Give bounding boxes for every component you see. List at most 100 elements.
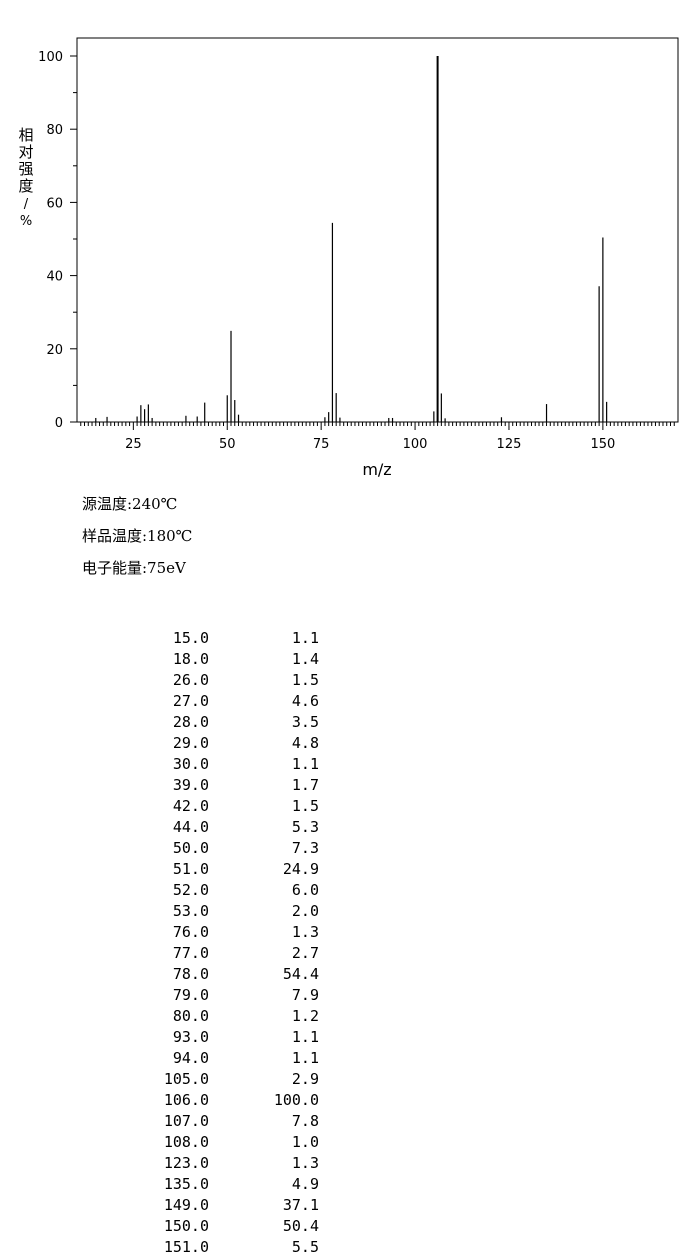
intensity-cell: 100.0 <box>273 1091 319 1109</box>
x-tick-label: 50 <box>219 437 236 452</box>
table-row: 44.0 5.3 <box>140 817 319 838</box>
table-row: 53.0 2.0 <box>140 901 319 922</box>
table-row: 26.0 1.5 <box>140 670 319 691</box>
table-row: 28.0 3.5 <box>140 712 319 733</box>
intensity-cell: 1.1 <box>291 1028 319 1046</box>
intensity-cell: 1.2 <box>291 1007 319 1025</box>
intensity-cell: 1.1 <box>291 1049 319 1067</box>
intensity-cell: 5.3 <box>291 818 319 836</box>
table-row: 78.0 54.4 <box>140 964 319 985</box>
intensity-cell: 4.8 <box>291 734 319 752</box>
intensity-cell: 4.6 <box>291 692 319 710</box>
intensity-cell: 3.5 <box>291 713 319 731</box>
mz-cell: 50.0 <box>172 839 209 857</box>
y-tick-label: 100 <box>38 50 63 65</box>
mz-cell: 149.0 <box>163 1196 209 1214</box>
intensity-cell: 1.4 <box>291 650 319 668</box>
table-row: 94.0 1.1 <box>140 1048 319 1069</box>
mz-cell: 15.0 <box>172 629 209 647</box>
x-tick-label: 75 <box>313 437 330 452</box>
table-row: 52.0 6.0 <box>140 880 319 901</box>
table-row: 42.0 1.5 <box>140 796 319 817</box>
peak-list-table: 15.0 1.1 18.0 1.4 26.0 1.5 27.0 4.6 28.0 3.5 29.0 4… <box>140 628 319 1258</box>
mz-cell: 77.0 <box>172 944 209 962</box>
table-row: 76.0 1.3 <box>140 922 319 943</box>
sample-temperature: 样品温度:180℃ <box>82 527 193 545</box>
table-row: 29.0 4.8 <box>140 733 319 754</box>
mz-cell: 78.0 <box>172 965 209 983</box>
intensity-cell: 37.1 <box>282 1196 319 1214</box>
table-row: 135.0 4.9 <box>140 1174 319 1195</box>
x-axis: 25 50 75 100 125 150 <box>80 422 675 452</box>
intensity-cell: 6.0 <box>291 881 319 899</box>
mz-cell: 30.0 <box>172 755 209 773</box>
intensity-cell: 1.1 <box>291 629 319 647</box>
electron-energy: 电子能量:75eV <box>82 559 186 577</box>
table-row: 106.0 100.0 <box>140 1090 319 1111</box>
intensity-cell: 50.4 <box>282 1217 319 1235</box>
y-tick-label: 40 <box>46 270 63 285</box>
mz-cell: 135.0 <box>163 1175 209 1193</box>
table-row: 30.0 1.1 <box>140 754 319 775</box>
x-tick-label: 125 <box>497 437 522 452</box>
table-row: 51.0 24.9 <box>140 859 319 880</box>
intensity-cell: 2.9 <box>291 1070 319 1088</box>
intensity-cell: 1.5 <box>291 797 319 815</box>
mz-cell: 39.0 <box>172 776 209 794</box>
table-row: 123.0 1.3 <box>140 1153 319 1174</box>
peak-bars <box>95 56 608 422</box>
y-tick-label: 20 <box>46 343 63 358</box>
mz-cell: 76.0 <box>172 923 209 941</box>
x-tick-label: 100 <box>403 437 428 452</box>
mz-cell: 105.0 <box>163 1070 209 1088</box>
y-axis-label: 相对强度/% <box>18 126 33 229</box>
table-row: 150.0 50.4 <box>140 1216 319 1237</box>
table-row: 149.0 37.1 <box>140 1195 319 1216</box>
x-tick-label: 25 <box>125 437 142 452</box>
mass-spectrum-chart: 0 20 40 60 80 100 25 50 75 100 125 150 m/z 相对强度/% <box>18 37 679 479</box>
intensity-cell: 1.0 <box>291 1133 319 1151</box>
mz-cell: 80.0 <box>172 1007 209 1025</box>
mz-cell: 29.0 <box>172 734 209 752</box>
plot-frame <box>76 37 679 423</box>
intensity-cell: 7.8 <box>291 1112 319 1130</box>
mz-cell: 107.0 <box>163 1112 209 1130</box>
x-tick-label: 150 <box>590 437 615 452</box>
mz-cell: 18.0 <box>172 650 209 668</box>
table-row: 93.0 1.1 <box>140 1027 319 1048</box>
y-tick-label: 60 <box>46 196 63 211</box>
table-row: 80.0 1.2 <box>140 1006 319 1027</box>
intensity-cell: 4.9 <box>291 1175 319 1193</box>
intensity-cell: 1.3 <box>291 923 319 941</box>
table-row: 27.0 4.6 <box>140 691 319 712</box>
table-row: 50.0 7.3 <box>140 838 319 859</box>
table-row: 108.0 1.0 <box>140 1132 319 1153</box>
source-temperature: 源温度:240℃ <box>82 495 178 513</box>
mz-cell: 93.0 <box>172 1028 209 1046</box>
mz-cell: 79.0 <box>172 986 209 1004</box>
intensity-cell: 54.4 <box>282 965 319 983</box>
table-row: 105.0 2.9 <box>140 1069 319 1090</box>
intensity-cell: 1.7 <box>291 776 319 794</box>
intensity-cell: 7.9 <box>291 986 319 1004</box>
mz-cell: 51.0 <box>172 860 209 878</box>
intensity-cell: 2.0 <box>291 902 319 920</box>
intensity-cell: 24.9 <box>282 860 319 878</box>
mz-cell: 42.0 <box>172 797 209 815</box>
mz-cell: 26.0 <box>172 671 209 689</box>
intensity-cell: 1.5 <box>291 671 319 689</box>
intensity-cell: 1.1 <box>291 755 319 773</box>
mz-cell: 44.0 <box>172 818 209 836</box>
intensity-cell: 2.7 <box>291 944 319 962</box>
mz-cell: 123.0 <box>163 1154 209 1172</box>
table-row: 15.0 1.1 <box>140 628 319 649</box>
mz-cell: 28.0 <box>172 713 209 731</box>
intensity-cell: 7.3 <box>291 839 319 857</box>
table-row: 107.0 7.8 <box>140 1111 319 1132</box>
x-axis-label: m/z <box>362 460 391 479</box>
table-row: 79.0 7.9 <box>140 985 319 1006</box>
mz-cell: 53.0 <box>172 902 209 920</box>
mz-cell: 94.0 <box>172 1049 209 1067</box>
mz-cell: 52.0 <box>172 881 209 899</box>
mz-cell: 27.0 <box>172 692 209 710</box>
